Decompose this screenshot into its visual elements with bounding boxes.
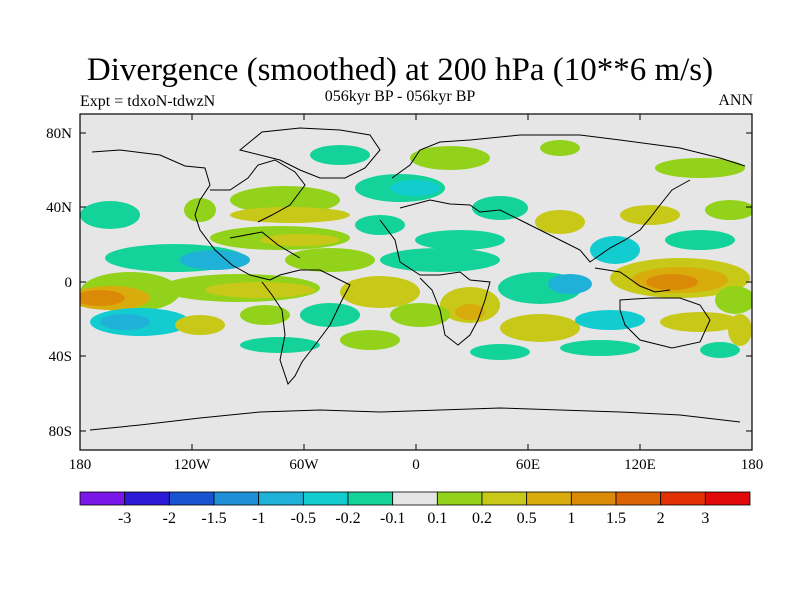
colorbar-label: 3 xyxy=(701,510,709,527)
colorbar-label: -1 xyxy=(252,510,265,527)
map-title: Divergence (smoothed) at 200 hPa (10**6 … xyxy=(86,52,714,88)
colorbar-label: 1 xyxy=(567,510,575,527)
colorbar-label: -0.1 xyxy=(380,510,405,527)
colorbar-swatch xyxy=(436,491,483,506)
latitude-label: 80N xyxy=(46,126,72,142)
latitude-label: 40S xyxy=(49,349,72,365)
latitude-label: 80S xyxy=(49,424,72,440)
colorbar-swatch xyxy=(615,491,662,506)
divergence-field xyxy=(80,140,752,360)
experiment-label: Expt = tdxoN-tdwzN xyxy=(80,93,216,110)
longitude-labels: 180 120W 60W 0 60E 120E 180 xyxy=(69,457,764,473)
colorbar-label: -1.5 xyxy=(201,510,226,527)
colorbar-swatch xyxy=(302,491,349,506)
season-label: ANN xyxy=(718,92,753,109)
axis-ticks xyxy=(79,114,753,450)
colorbar-swatch xyxy=(570,491,617,506)
colorbar-swatch xyxy=(124,491,170,506)
colorbar-label: 0.2 xyxy=(472,510,492,527)
colorbar-swatch xyxy=(481,491,528,506)
colorbar-swatch xyxy=(258,491,304,506)
colorbar-swatch xyxy=(168,491,215,506)
longitude-label: 0 xyxy=(412,457,420,473)
colorbar-label: -0.5 xyxy=(291,510,316,527)
colorbar-label: 0.5 xyxy=(517,510,537,527)
colorbar-swatch xyxy=(704,491,751,506)
longitude-label: 180 xyxy=(69,457,92,473)
colorbar-swatch xyxy=(660,491,706,506)
colorbar-swatch xyxy=(213,491,260,506)
colorbar-swatch xyxy=(347,491,394,506)
latitude-labels: 80N 40N 0 40S 80S xyxy=(46,126,72,440)
map-subtitle: 056kyr BP - 056kyr BP xyxy=(324,88,476,105)
colorbar-swatch xyxy=(392,491,438,506)
longitude-label: 60E xyxy=(516,457,540,473)
colorbar-label: 0.1 xyxy=(427,510,447,527)
longitude-label: 60W xyxy=(289,457,319,473)
colorbar-swatch xyxy=(526,491,572,506)
colorbar: -3 -2 -1.5 -1 -0.5 -0.2 -0.1 0.1 0.2 0.5 1 1.5 2 3 xyxy=(79,491,751,527)
colorbar-swatch xyxy=(79,491,126,506)
longitude-label: 120E xyxy=(624,457,656,473)
colorbar-label: -2 xyxy=(163,510,176,527)
longitude-label: 180 xyxy=(741,457,764,473)
longitude-label: 120W xyxy=(174,457,212,473)
colorbar-label: -0.2 xyxy=(335,510,360,527)
latitude-label: 0 xyxy=(65,275,73,291)
colorbar-label: 1.5 xyxy=(606,510,626,527)
colorbar-label: -3 xyxy=(118,510,131,527)
latitude-label: 40N xyxy=(46,200,72,216)
coastlines xyxy=(89,127,746,431)
colorbar-label: 2 xyxy=(657,510,665,527)
